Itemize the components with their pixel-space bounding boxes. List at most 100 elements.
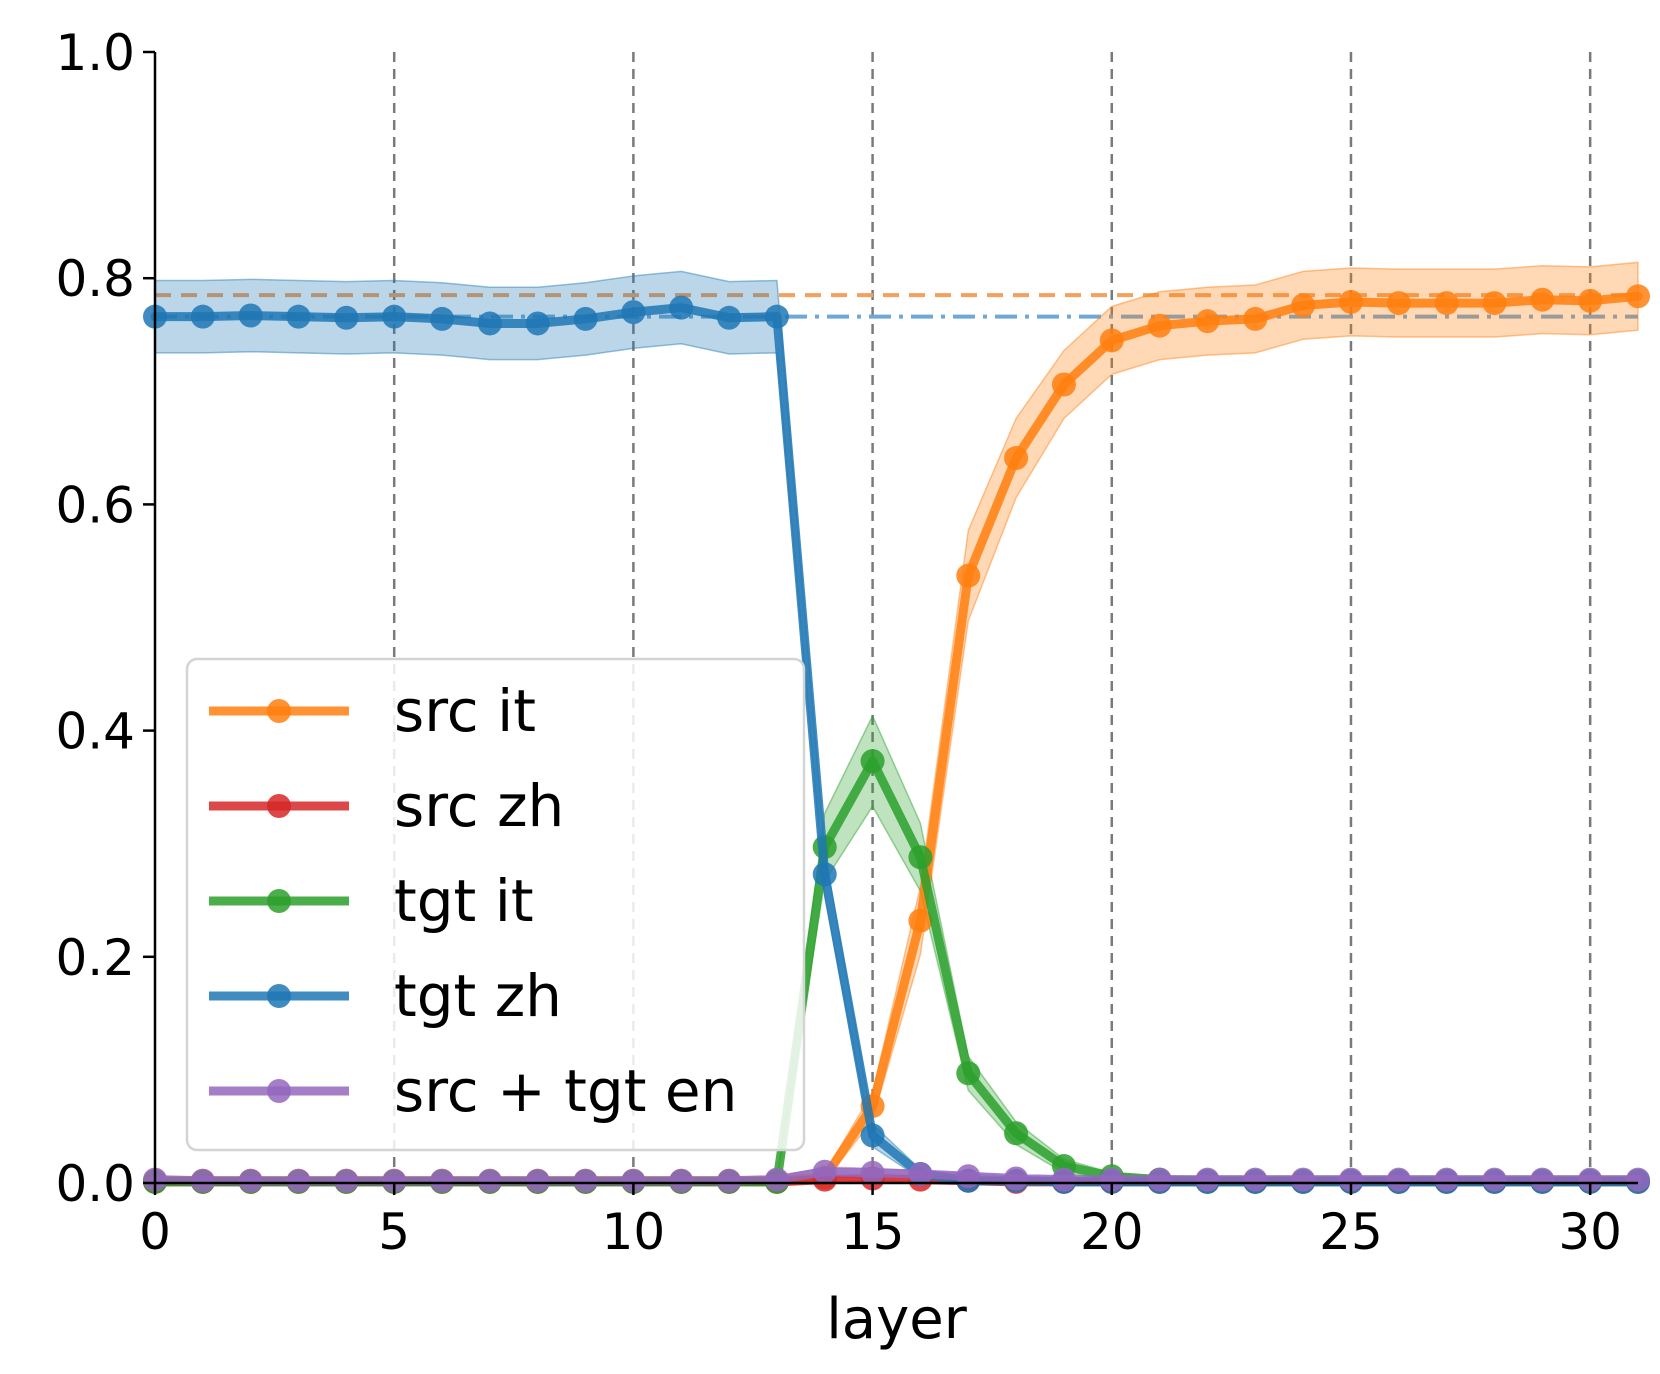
legend-swatch-marker-tgt-zh bbox=[267, 984, 291, 1008]
axes bbox=[143, 50, 1638, 1195]
x-tick-label-5: 5 bbox=[378, 1203, 410, 1261]
point-src-it-18 bbox=[1004, 446, 1029, 471]
point-src-tgt-en-29 bbox=[1530, 1167, 1555, 1192]
point-src-it-26 bbox=[1386, 291, 1411, 316]
legend: src it src zh tgt it tgt zh src + tgt en bbox=[185, 657, 806, 1152]
point-tgt-zh-11 bbox=[669, 295, 694, 320]
legend-item-src-zh: src zh bbox=[209, 772, 564, 840]
x-tick-label-0: 0 bbox=[139, 1203, 171, 1261]
point-tgt-zh-2 bbox=[238, 303, 263, 328]
y-tick-label-0.6: 0.6 bbox=[55, 476, 135, 534]
point-tgt-zh-12 bbox=[717, 305, 742, 330]
point-src-tgt-en-8 bbox=[525, 1168, 550, 1193]
y-tick-label-0.4: 0.4 bbox=[55, 703, 135, 761]
point-tgt-zh-3 bbox=[286, 304, 311, 329]
legend-swatch-marker-src-tgt-en bbox=[267, 1079, 291, 1103]
point-src-tgt-en-19 bbox=[1051, 1167, 1076, 1192]
point-src-tgt-en-14 bbox=[812, 1159, 837, 1184]
point-src-tgt-en-5 bbox=[382, 1168, 407, 1193]
point-src-it-31 bbox=[1626, 284, 1650, 309]
point-src-tgt-en-28 bbox=[1482, 1167, 1507, 1192]
point-src-tgt-en-25 bbox=[1338, 1167, 1363, 1192]
point-tgt-zh-8 bbox=[525, 311, 550, 336]
point-src-tgt-en-11 bbox=[669, 1168, 694, 1193]
point-src-tgt-en-26 bbox=[1386, 1167, 1411, 1192]
series-src-tgt-en bbox=[143, 1159, 1650, 1193]
legend-label-src-it: src it bbox=[394, 677, 536, 745]
point-src-tgt-en-15 bbox=[860, 1160, 885, 1185]
point-src-tgt-en-17 bbox=[956, 1164, 981, 1189]
point-src-it-29 bbox=[1530, 287, 1555, 312]
point-src-tgt-en-6 bbox=[430, 1168, 455, 1193]
legend-swatch-marker-src-it bbox=[267, 699, 291, 723]
point-src-it-17 bbox=[956, 563, 981, 588]
point-tgt-zh-4 bbox=[334, 305, 359, 330]
legend-item-src-tgt-en: src + tgt en bbox=[209, 1057, 737, 1125]
point-src-it-20 bbox=[1099, 328, 1124, 353]
point-src-tgt-en-7 bbox=[477, 1168, 502, 1193]
point-src-tgt-en-18 bbox=[1004, 1166, 1029, 1191]
point-src-tgt-en-23 bbox=[1243, 1167, 1268, 1192]
point-tgt-zh-14 bbox=[812, 862, 837, 887]
tick-labels: 0 5 10 15 20 25 30 0.0 0.2 0.4 0.6 0.8 1.0 bbox=[55, 24, 1622, 1261]
point-src-it-28 bbox=[1482, 291, 1507, 316]
x-axis-label: layer bbox=[826, 1287, 967, 1352]
y-tick-label-0.8: 0.8 bbox=[55, 250, 135, 308]
legend-label-tgt-it: tgt it bbox=[394, 867, 534, 935]
point-src-it-21 bbox=[1147, 313, 1172, 338]
y-tick-label-0.0: 0.0 bbox=[55, 1155, 135, 1213]
point-tgt-zh-7 bbox=[477, 311, 502, 336]
point-src-tgt-en-13 bbox=[764, 1167, 789, 1192]
y-tick-label-0.2: 0.2 bbox=[55, 929, 135, 987]
x-tick-label-20: 20 bbox=[1080, 1203, 1144, 1261]
point-src-tgt-en-12 bbox=[717, 1168, 742, 1193]
legend-swatch-marker-src-zh bbox=[267, 794, 291, 818]
legend-item-tgt-it: tgt it bbox=[209, 867, 534, 935]
point-src-it-25 bbox=[1338, 289, 1363, 314]
point-src-it-23 bbox=[1243, 306, 1268, 331]
point-src-tgt-en-16 bbox=[908, 1161, 933, 1186]
point-tgt-zh-5 bbox=[382, 304, 407, 329]
x-tick-label-30: 30 bbox=[1558, 1203, 1622, 1261]
point-tgt-zh-10 bbox=[621, 300, 646, 325]
point-src-tgt-en-1 bbox=[190, 1168, 215, 1193]
point-tgt-zh-1 bbox=[190, 304, 215, 329]
point-src-it-27 bbox=[1434, 291, 1459, 316]
point-tgt-zh-15 bbox=[860, 1123, 885, 1148]
point-tgt-it-16 bbox=[908, 845, 933, 870]
point-src-tgt-en-24 bbox=[1291, 1167, 1316, 1192]
point-src-it-24 bbox=[1291, 293, 1316, 318]
x-tick-label-25: 25 bbox=[1319, 1203, 1383, 1261]
point-src-tgt-en-20 bbox=[1099, 1167, 1124, 1192]
point-tgt-zh-6 bbox=[430, 306, 455, 331]
x-tick-label-15: 15 bbox=[841, 1203, 905, 1261]
point-src-it-30 bbox=[1578, 288, 1603, 313]
point-src-tgt-en-9 bbox=[573, 1168, 598, 1193]
legend-item-tgt-zh: tgt zh bbox=[209, 962, 562, 1030]
y-tick-label-1.0: 1.0 bbox=[55, 24, 135, 82]
legend-swatch-marker-tgt-it bbox=[267, 889, 291, 913]
point-src-it-19 bbox=[1051, 372, 1076, 397]
legend-label-src-zh: src zh bbox=[394, 772, 564, 840]
legend-box bbox=[185, 657, 806, 1152]
x-tick-label-10: 10 bbox=[602, 1203, 666, 1261]
point-src-tgt-en-2 bbox=[238, 1168, 263, 1193]
legend-label-tgt-zh: tgt zh bbox=[394, 962, 562, 1030]
point-src-tgt-en-27 bbox=[1434, 1167, 1459, 1192]
point-src-tgt-en-10 bbox=[621, 1168, 646, 1193]
point-src-it-22 bbox=[1195, 309, 1220, 334]
point-src-tgt-en-3 bbox=[286, 1168, 311, 1193]
point-tgt-zh-9 bbox=[573, 306, 598, 331]
point-tgt-it-15 bbox=[860, 749, 885, 774]
point-src-tgt-en-22 bbox=[1195, 1167, 1220, 1192]
legend-item-src-it: src it bbox=[209, 677, 536, 745]
point-src-tgt-en-4 bbox=[334, 1168, 359, 1193]
legend-label-src-tgt-en: src + tgt en bbox=[394, 1057, 737, 1125]
point-tgt-it-17 bbox=[956, 1061, 981, 1086]
point-src-it-16 bbox=[908, 908, 933, 933]
point-src-tgt-en-21 bbox=[1147, 1167, 1172, 1192]
point-src-tgt-en-31 bbox=[1626, 1167, 1650, 1192]
point-src-tgt-en-30 bbox=[1578, 1167, 1603, 1192]
point-tgt-zh-13 bbox=[764, 304, 789, 329]
